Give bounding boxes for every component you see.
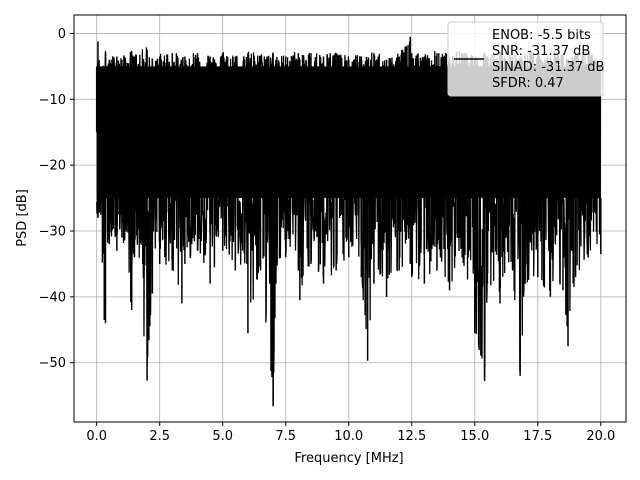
y-tick-label: −40 <box>39 290 66 305</box>
x-tick-label: 7.5 <box>275 429 296 444</box>
legend-entry: SINAD: -31.37 dB <box>492 60 604 75</box>
x-tick-label: 20.0 <box>586 429 615 444</box>
x-tick-label: 2.5 <box>149 429 170 444</box>
x-tick-label: 0.0 <box>86 429 107 444</box>
x-tick-label: 15.0 <box>460 429 489 444</box>
plot-area <box>95 36 602 407</box>
legend-entry: SNR: -31.37 dB <box>492 44 590 59</box>
y-tick-label: −30 <box>39 225 66 240</box>
x-tick-label: 12.5 <box>397 429 426 444</box>
x-tick-label: 10.0 <box>334 429 363 444</box>
legend-box <box>447 21 604 97</box>
y-tick-label: 0 <box>58 27 66 42</box>
y-tick-label: −10 <box>39 93 66 108</box>
x-axis-ticks: 0.0 2.5 5.0 7.5 10.0 12.5 15.0 17.5 20.0 <box>86 422 615 444</box>
x-tick-label: 17.5 <box>523 429 552 444</box>
x-axis-label: Frequency [MHz] <box>294 451 403 466</box>
legend-entry: ENOB: -5.5 bits <box>492 28 591 43</box>
legend-entry: SFDR: 0.47 <box>492 76 564 91</box>
axes-frame <box>73 14 627 423</box>
y-tick-label: −50 <box>39 356 66 371</box>
y-axis-label: PSD [dB] <box>15 189 30 247</box>
x-tick-label: 5.0 <box>212 429 233 444</box>
y-axis-ticks: 0 −10 −20 −30 −40 −50 <box>39 27 74 371</box>
y-tick-label: −20 <box>39 159 66 174</box>
